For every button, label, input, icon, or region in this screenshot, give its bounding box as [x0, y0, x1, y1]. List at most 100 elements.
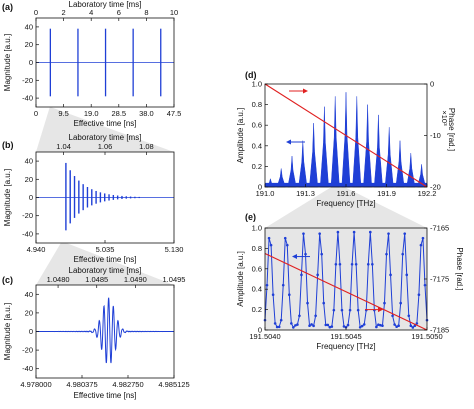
amplitude-point — [387, 232, 390, 235]
amplitude-point — [316, 273, 319, 277]
y-axis-tick-label: 20 — [25, 308, 33, 317]
pulse-waveform — [35, 297, 175, 364]
x-axis-title: Frequency [THz] — [316, 199, 375, 208]
x-axis-tick-label: 191.5040 — [249, 332, 280, 341]
y2-axis-tick-label: -20 — [430, 183, 441, 192]
phase-line — [264, 83, 428, 188]
top-x-axis-tick-label: 8 — [144, 8, 148, 17]
panel-label-d: (d) — [245, 70, 257, 80]
x-axis-title: Effective time [ns] — [74, 255, 137, 264]
x-axis-title: Effective time [ns] — [74, 119, 137, 128]
x-axis-tick-label: 0 — [34, 109, 38, 118]
y2-axis-tick-label: -7165 — [430, 224, 449, 233]
amplitude-point — [300, 273, 303, 277]
y2-axis-title: Phase [rad.] — [455, 247, 464, 290]
y-axis-title: Magnitude [a.u.] — [3, 169, 12, 226]
zoom-wedge-b-c — [36, 243, 174, 285]
y-axis-tick-label: -40 — [22, 94, 33, 103]
y-axis-tick-label: -20 — [22, 211, 33, 220]
x-axis-tick-label: 4.980375 — [66, 380, 97, 389]
x-axis-tick-label: 192.2 — [418, 189, 437, 198]
amplitude-point — [281, 283, 285, 287]
y2-axis-title: Phase [rad.] — [447, 108, 456, 151]
amplitude-point — [308, 324, 311, 327]
amplitude-point — [318, 232, 321, 235]
top-x-axis-tick-label: 1.06 — [98, 142, 113, 151]
amplitude-point — [354, 262, 358, 266]
amplitude-point — [356, 308, 360, 312]
y-axis-title: Magnitude [a.u.] — [3, 303, 12, 360]
plot-background — [265, 228, 427, 330]
amplitude-point — [271, 293, 275, 297]
y-axis-tick-label: 1.0 — [252, 80, 262, 89]
x-axis-tick-label: 191.0 — [256, 189, 275, 198]
amplitude-point — [328, 325, 332, 329]
amplitude-point — [288, 293, 291, 297]
top-x-axis-tick-label: 1.0495 — [163, 275, 186, 284]
top-x-axis-tick-label: 1.0490 — [124, 275, 147, 284]
x-axis-title: Effective time [ns] — [74, 391, 137, 400]
amplitude-point — [399, 301, 402, 305]
y2-axis-tick-label: -7185 — [430, 326, 449, 335]
amplitude-point — [290, 322, 293, 325]
x-axis-tick-label: 38.0 — [139, 109, 154, 118]
amplitude-point — [322, 301, 326, 305]
top-x-axis-title: Laboratory time [ms] — [69, 0, 142, 9]
y-axis-tick-label: 0.2 — [252, 305, 262, 314]
amplitude-point — [296, 323, 299, 326]
y-axis-tick-label: 20 — [25, 40, 33, 49]
panel-label-e: (e) — [245, 212, 256, 222]
top-x-axis-tick-label: 0 — [34, 8, 38, 17]
amplitude-point — [306, 301, 309, 305]
amplitude-point — [407, 314, 411, 318]
y-axis-tick-label: -40 — [22, 229, 33, 238]
y-axis-tick-label: 0.2 — [252, 162, 262, 171]
top-x-axis-tick-label: 6 — [117, 8, 121, 17]
amplitude-point — [285, 243, 289, 247]
y2-axis-tick-label: -7175 — [430, 275, 449, 284]
x-axis-tick-label: 191.5045 — [330, 332, 361, 341]
amplitude-point — [352, 230, 356, 234]
amplitude-point — [411, 326, 415, 329]
x-axis-tick-label: 191.6 — [337, 189, 356, 198]
amplitude-point — [375, 325, 378, 329]
zoom-wedge-d-e — [265, 187, 427, 228]
amplitude-point — [348, 308, 352, 312]
amplitude-point — [385, 252, 388, 256]
amplitude-point — [275, 325, 279, 329]
amplitude-point — [421, 236, 425, 240]
x-axis-tick-label: 4.978000 — [20, 380, 51, 389]
amplitude-point — [265, 283, 269, 287]
x-axis-tick-label: 191.3 — [296, 189, 315, 198]
amplitude-point — [312, 324, 315, 328]
top-x-axis-tick-label: 2 — [62, 8, 66, 17]
y-axis-title: Amplitude [a.u.] — [236, 108, 245, 164]
amplitude-point — [283, 236, 287, 240]
amplitude-point — [393, 323, 396, 326]
amplitude-point — [391, 314, 394, 318]
amplitude-point — [360, 324, 364, 328]
amplitude-point — [383, 301, 386, 305]
amplitude-point — [379, 323, 382, 327]
amplitude-point — [366, 262, 370, 266]
y-axis-tick-label: 0.8 — [252, 244, 262, 253]
y-axis-tick-label: 0 — [29, 193, 33, 202]
panel-label-b: (b) — [2, 140, 14, 150]
y-axis-tick-label: 40 — [25, 157, 33, 166]
amplitude-point — [350, 262, 354, 266]
amplitude-point — [409, 324, 413, 328]
amplitude-point — [397, 324, 400, 327]
x-axis-tick-label: 4.940 — [27, 245, 46, 254]
amplitude-point — [389, 273, 392, 277]
amplitude-point — [273, 322, 277, 325]
y-axis-tick-label: -20 — [22, 346, 33, 355]
amplitude-point — [310, 323, 313, 326]
amplitude-point — [381, 324, 384, 327]
amplitude-point — [324, 323, 328, 327]
top-x-axis-title: Laboratory time [ms] — [69, 266, 142, 275]
amplitude-point — [334, 262, 338, 266]
amplitude-point — [277, 325, 281, 329]
x-axis-tick-label: 5.130 — [165, 245, 184, 254]
x-axis-tick-label: 9.5 — [58, 109, 68, 118]
